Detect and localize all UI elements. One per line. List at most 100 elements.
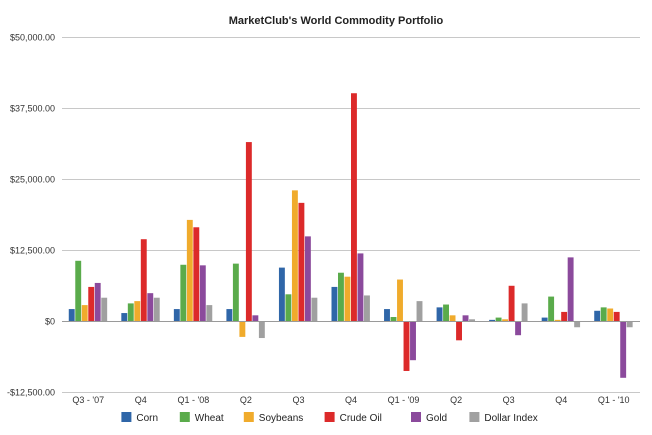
bar-wheat (127, 303, 134, 321)
legend-swatch (179, 412, 190, 422)
legend-swatch (243, 412, 254, 422)
bar-dollar-index (416, 301, 423, 321)
bar-corn (278, 267, 285, 321)
bar-wheat (390, 317, 397, 321)
bar-crude-oil (403, 321, 410, 371)
bar-corn (594, 310, 601, 321)
legend-label: Soybeans (259, 413, 303, 424)
y-tick-label: $37,500.00 (10, 104, 55, 114)
bar-dollar-index (364, 295, 370, 321)
bar-soybeans (291, 190, 298, 321)
bar-soybeans (81, 305, 88, 321)
bar-wheat (180, 264, 187, 321)
bar-corn (173, 309, 180, 321)
bar-wheat (338, 272, 344, 321)
x-tick-label: Q3 - '07 (72, 395, 104, 405)
bar-soybeans (397, 279, 403, 321)
legend-swatch (469, 412, 480, 422)
bar-wheat (495, 317, 502, 321)
y-tick-label: -$12,500.00 (7, 388, 55, 398)
bar-dollar-index (626, 321, 633, 328)
bar-gold (199, 265, 206, 321)
bar-gold (620, 321, 627, 378)
bar-dollar-index (311, 297, 318, 321)
bar-gold (410, 321, 416, 361)
bar-soybeans (186, 219, 193, 321)
bar-crude-oil (351, 93, 357, 321)
bar-crude-oil (298, 202, 305, 321)
bar-corn (68, 309, 75, 321)
bar-soybeans (344, 276, 351, 321)
bar-crude-oil (88, 286, 95, 321)
bar-crude-oil (140, 239, 147, 321)
legend-item-soybeans: Soybeans (243, 412, 303, 424)
bar-crude-oil (508, 285, 515, 321)
bar-soybeans (607, 308, 614, 321)
bar-soybeans (554, 319, 561, 321)
bar-gold (147, 293, 154, 321)
bar-soybeans (239, 321, 246, 337)
bar-corn (121, 313, 128, 321)
x-axis-tick-labels: Q3 - '07 Q4 Q1 - '08 Q2 Q3 Q4 Q1 - '09 Q2 Q3 Q4 Q1… (72, 395, 629, 405)
bar-wheat (285, 294, 292, 321)
bar-wheat (600, 307, 607, 321)
legend-swatch (121, 412, 132, 422)
y-tick-label: $12,500.00 (10, 246, 55, 256)
x-tick-label: Q3 (503, 395, 515, 405)
x-tick-label: Q2 (240, 395, 252, 405)
bar-wheat (75, 260, 82, 321)
y-tick-label: $0 (45, 317, 55, 327)
legend-item-wheat: Wheat (179, 412, 224, 424)
legend-item-crude-oil: Crude Oil (324, 412, 382, 424)
bar-crude-oil (613, 311, 620, 321)
legend-label: Gold (426, 413, 447, 424)
bar-gold (357, 253, 364, 321)
x-tick-label: Q2 (450, 395, 462, 405)
bar-corn (541, 317, 548, 321)
bar-soybeans (449, 315, 456, 321)
legend-item-dollar-index: Dollar Index (469, 412, 538, 424)
legend-swatch (324, 412, 335, 422)
y-tick-label: $25,000.00 (10, 175, 55, 185)
bar-corn (331, 286, 338, 321)
bar-corn (436, 307, 443, 321)
bar-gold (252, 315, 259, 321)
y-axis-tick-labels: $50,000.00 $37,500.00 $25,000.00 $12,500.00… (7, 33, 55, 398)
bar-dollar-index (258, 321, 265, 339)
legend: Corn Wheat Soybeans Crude Oil Gold Dollar Ind… (121, 412, 538, 424)
x-tick-label: Q4 (135, 395, 147, 405)
legend-label: Wheat (195, 413, 224, 424)
bar-wheat (443, 304, 449, 321)
bar-dollar-index (206, 305, 213, 321)
bar-dollar-index (574, 321, 581, 328)
legend-item-gold: Gold (411, 412, 447, 424)
bar-gold (462, 315, 469, 321)
bar-crude-oil (193, 227, 200, 321)
legend-label: Dollar Index (484, 413, 537, 424)
x-tick-label: Q4 (345, 395, 357, 405)
bar-dollar-index (521, 303, 528, 321)
legend-swatch (411, 412, 421, 422)
bar-wheat (548, 296, 555, 321)
x-tick-label: Q3 (292, 395, 304, 405)
bar-wheat (232, 263, 239, 321)
bar-crude-oil (561, 311, 568, 321)
bar-soybeans (502, 319, 509, 321)
x-tick-label: Q1 - '10 (598, 395, 630, 405)
bar-dollar-index (101, 297, 108, 321)
bar-crude-oil (456, 321, 462, 341)
bar-crude-oil (245, 142, 252, 321)
bar-dollar-index (469, 319, 475, 321)
bar-gold (304, 236, 311, 321)
bar-gold (94, 282, 101, 321)
x-tick-label: Q4 (555, 395, 567, 405)
x-tick-label: Q1 - '08 (178, 395, 210, 405)
legend-label: Crude Oil (340, 413, 382, 424)
bar-soybeans (134, 301, 141, 321)
bar-corn (226, 309, 233, 321)
legend-item-corn: Corn (121, 412, 158, 424)
legend-label: Corn (136, 413, 158, 424)
y-tick-label: $50,000.00 (10, 33, 55, 43)
